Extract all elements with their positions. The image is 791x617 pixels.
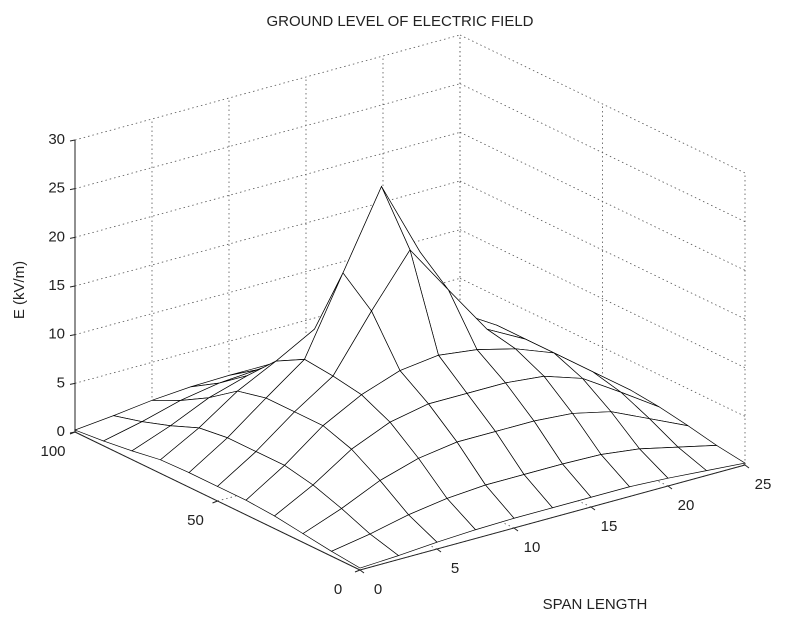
x-tick [590,506,596,511]
x-tick [359,569,365,574]
z-tick-label: 5 [57,374,65,391]
grid-line [459,34,746,174]
x-tick-label: 15 [601,518,618,535]
surface-cell [330,533,400,569]
x-tick-label: 25 [755,476,772,493]
z-tick [69,285,76,288]
z-tick-label: 15 [48,277,65,294]
y-tick-label: 50 [187,512,204,529]
x-tick-label: 20 [678,497,695,514]
z-tick-label: 25 [48,180,65,197]
z-tick [69,382,76,385]
y-tick-label: 0 [334,581,342,598]
grid-line [459,277,746,417]
grid-line [459,180,746,320]
y-tick [354,569,361,573]
y-tick [212,500,218,504]
x-tick [667,485,673,490]
x-tick [744,464,750,469]
x-axis [359,464,746,571]
grid-line [74,83,461,190]
z-tick [69,236,76,239]
z-tick-label: 10 [48,326,65,343]
x-axis-label: SPAN LENGTH [543,596,648,613]
z-axis-label: E (kV/m) [11,261,28,319]
grid-line [459,131,746,271]
z-tick-label: 30 [48,131,65,148]
grid-line [459,229,746,369]
z-tick [69,431,76,434]
x-tick-label: 0 [374,581,382,598]
grid-line [74,34,461,141]
x-tick [513,527,519,532]
z-tick [69,334,76,337]
z-tick-label: 0 [57,423,65,440]
x-tick-label: 10 [524,539,541,556]
x-tick [436,548,442,553]
y-tick-label: 100 [40,443,65,460]
grid-line [459,83,746,223]
z-tick-label: 20 [48,228,65,245]
x-tick-label: 5 [451,560,459,577]
z-tick [69,188,76,191]
chart-title: GROUND LEVEL OF ELECTRIC FIELD [267,13,534,30]
z-tick [69,139,76,142]
